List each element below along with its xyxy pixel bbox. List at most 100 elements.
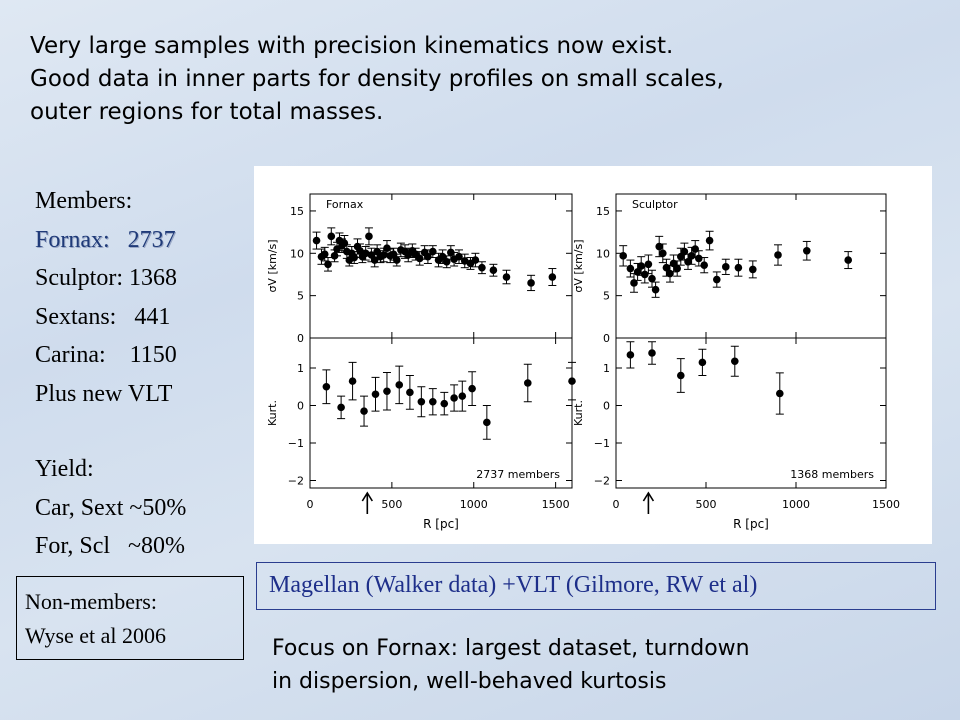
data-point: [548, 273, 557, 281]
data-point: [659, 249, 667, 258]
data-point: [360, 407, 368, 415]
data-point: [365, 232, 373, 241]
data-point: [666, 269, 674, 278]
data-point: [450, 394, 458, 402]
data-point: [568, 377, 576, 385]
y-tick-label: 5: [297, 290, 304, 303]
data-point: [523, 379, 532, 387]
data-point: [684, 257, 692, 266]
data-point: [348, 377, 357, 385]
data-point: [626, 351, 635, 359]
members-row-carina: Carina: 1150: [35, 342, 177, 368]
data-point: [687, 252, 696, 260]
data-point: [691, 245, 699, 253]
nonmembers-box: Non-members: Wyse et al 2006: [16, 576, 244, 660]
y-tick-label: −2: [594, 475, 610, 488]
data-point: [776, 389, 784, 398]
data-point: [458, 392, 467, 400]
data-point: [677, 371, 685, 380]
data-point: [734, 263, 743, 272]
y-tick-label: 0: [297, 400, 304, 413]
data-source-caption: Magellan (Walker data) +VLT (Gilmore, RW…: [256, 562, 936, 610]
data-point: [633, 268, 642, 276]
data-point: [731, 357, 739, 366]
data-point: [749, 265, 757, 274]
members-annotation: 1368 members: [790, 468, 874, 481]
y-tick-label: 0: [297, 332, 304, 345]
x-tick-label: 500: [696, 498, 717, 511]
members-list: Members: Fornax: 2737 Sculptor: 1368 Sex…: [35, 182, 177, 413]
data-point: [324, 260, 332, 269]
data-point: [655, 242, 663, 251]
focus-note: Focus on Fornax: largest dataset, turndo…: [272, 632, 932, 698]
data-point: [312, 236, 321, 245]
y-tick-label: 15: [596, 205, 610, 218]
members-row-sculptor: Sculptor: 1368: [35, 265, 177, 291]
y-tick-label: 10: [290, 247, 304, 260]
x-tick-label: 1000: [782, 498, 810, 511]
data-point: [489, 266, 498, 275]
data-point: [438, 252, 447, 261]
data-point: [371, 390, 380, 399]
x-tick-label: 0: [307, 498, 314, 511]
data-point: [713, 275, 721, 284]
members-row-vlt: Plus new VLT: [35, 380, 173, 407]
data-point: [630, 279, 638, 287]
yield-title: Yield:: [35, 456, 94, 482]
data-point: [424, 252, 432, 261]
y-axis-label: σV [km/s]: [572, 239, 585, 292]
data-point: [673, 264, 681, 273]
data-point: [379, 251, 388, 259]
data-point: [383, 387, 391, 396]
data-point: [417, 397, 426, 406]
data-point: [844, 256, 852, 264]
data-point: [406, 388, 414, 397]
data-point: [648, 349, 656, 357]
members-title: Members:: [35, 188, 133, 214]
y-tick-label: −1: [288, 437, 304, 450]
nonmembers-title: Non-members:: [25, 589, 157, 614]
data-point: [774, 251, 782, 259]
x-axis-label: R [pc]: [423, 517, 459, 531]
y-tick-label: 5: [603, 290, 610, 303]
y-tick-label: 10: [596, 247, 610, 260]
data-point: [392, 256, 401, 264]
x-tick-label: 0: [613, 498, 620, 511]
nonmembers-ref: Wyse et al 2006: [25, 623, 167, 648]
data-point: [527, 279, 535, 287]
data-point: [337, 403, 345, 412]
data-point: [327, 232, 336, 241]
y-axis-label: Kurt.: [572, 400, 585, 426]
data-point: [320, 250, 329, 258]
y-tick-label: 15: [290, 205, 304, 218]
x-tick-label: 1500: [872, 498, 900, 511]
data-point: [361, 249, 370, 258]
data-point: [415, 254, 424, 263]
y-axis-label: σV [km/s]: [266, 239, 279, 292]
data-point: [698, 358, 707, 367]
data-point: [478, 263, 486, 272]
data-point: [502, 273, 511, 281]
data-point: [322, 382, 331, 391]
data-point: [695, 254, 703, 263]
y-tick-label: 0: [603, 332, 610, 345]
data-point: [662, 263, 671, 272]
radius-arrow-head: [642, 491, 655, 502]
plot-frame: [615, 193, 887, 339]
headline-line-1: Very large samples with precision kinema…: [30, 33, 674, 59]
headline: Very large samples with precision kinema…: [30, 30, 930, 129]
kinematics-figure: 0 5 10 15 σV [km/s] −2 −1 0 1 Kurt. Fornax 2737 mem…: [254, 166, 932, 544]
y-tick-label: −1: [594, 437, 610, 450]
data-point: [644, 260, 653, 269]
plot-frame: [309, 337, 573, 489]
data-point: [460, 257, 469, 265]
y-tick-label: 1: [603, 362, 610, 375]
plot-frame: [615, 337, 887, 489]
focus-line-1: Focus on Fornax: largest dataset, turndo…: [272, 636, 750, 661]
data-point: [471, 256, 480, 264]
y-tick-label: −2: [288, 475, 304, 488]
x-tick-label: 1000: [460, 498, 488, 511]
x-tick-label: 500: [381, 498, 402, 511]
data-point: [700, 261, 708, 269]
